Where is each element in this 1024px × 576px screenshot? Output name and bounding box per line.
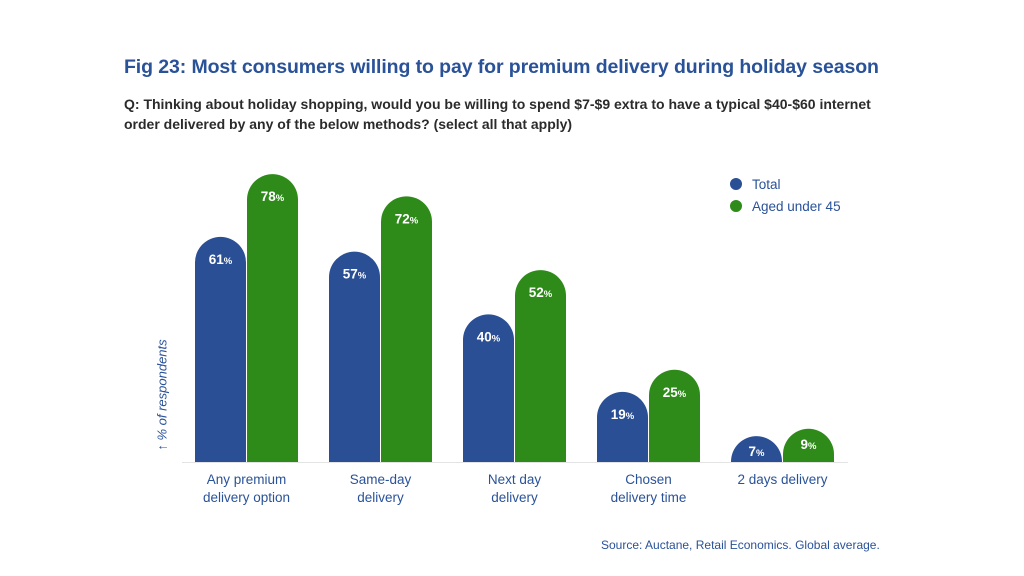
legend-label-under45: Aged under 45 xyxy=(752,198,841,214)
x-tick-label-line: delivery xyxy=(491,490,538,505)
bar-total-3 xyxy=(597,391,648,462)
x-tick-label-line: delivery time xyxy=(610,490,687,505)
x-tick-label-line: Same-day xyxy=(349,472,412,487)
legend-item-total: Total xyxy=(730,173,841,195)
data-label-under45-0: 78% xyxy=(261,189,285,204)
data-label-total-0: 61% xyxy=(209,252,233,267)
legend-label-total: Total xyxy=(752,176,781,192)
x-tick-label-line: 2 days delivery xyxy=(737,472,828,487)
data-label-total-1: 57% xyxy=(343,267,367,282)
data-label-total-3: 19% xyxy=(611,407,635,422)
bar-total-1 xyxy=(329,251,380,462)
legend: Total Aged under 45 xyxy=(730,173,841,217)
legend-dot-under45 xyxy=(730,200,742,212)
x-tick-label: 2 days delivery xyxy=(713,471,853,489)
bar-under45-4 xyxy=(783,428,834,462)
x-tick-label: Same-day delivery xyxy=(311,471,451,507)
bar-total-2 xyxy=(463,314,514,462)
data-label-total-4: 7% xyxy=(749,444,766,459)
bar-under45-3 xyxy=(649,369,700,462)
data-label-under45-2: 52% xyxy=(529,285,553,300)
bar-under45-2 xyxy=(515,270,566,462)
x-tick-label-line: Next day xyxy=(487,472,542,487)
legend-dot-total xyxy=(730,178,742,190)
x-tick-label-line: delivery xyxy=(357,490,404,505)
legend-item-under45: Aged under 45 xyxy=(730,195,841,217)
data-label-under45-4: 9% xyxy=(801,437,818,452)
x-tick-label: Chosen delivery time xyxy=(579,471,719,507)
data-label-under45-3: 25% xyxy=(663,385,687,400)
bar-under45-1 xyxy=(381,196,432,462)
y-axis-label: ↑ % of respondents xyxy=(154,339,170,451)
bar-total-4 xyxy=(731,436,782,462)
data-label-under45-1: 72% xyxy=(395,211,419,226)
x-tick-label: Next day delivery xyxy=(445,471,585,507)
x-tick-label-line: Any premium xyxy=(206,472,287,487)
x-tick-label-line: Chosen xyxy=(625,472,672,487)
x-tick-label-line: delivery option xyxy=(202,490,291,505)
chart-subtitle: Q: Thinking about holiday shopping, woul… xyxy=(124,96,871,132)
chart-title: Fig 23: Most consumers willing to pay fo… xyxy=(124,56,879,78)
data-label-total-2: 40% xyxy=(477,329,501,344)
bar-under45-0 xyxy=(247,174,298,463)
source-note: Source: Auctane, Retail Economics. Globa… xyxy=(601,538,880,552)
bar-total-0 xyxy=(195,236,246,462)
x-tick-label: Any premium delivery option xyxy=(177,471,317,507)
